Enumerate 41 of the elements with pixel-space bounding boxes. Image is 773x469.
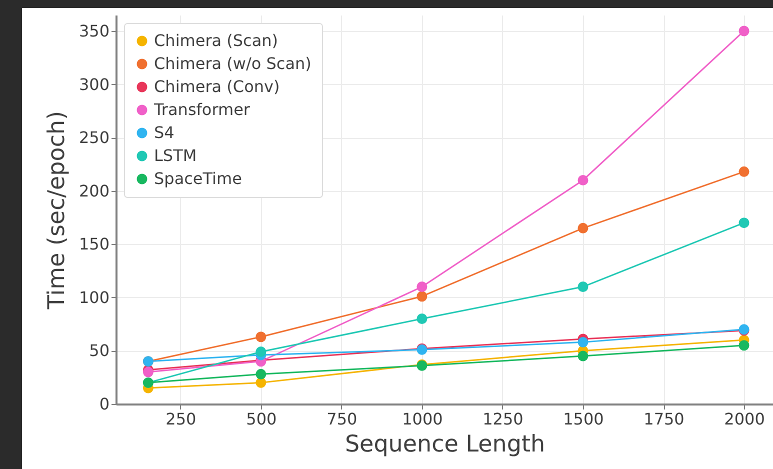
legend-label: Chimera (Conv) (154, 77, 280, 96)
x-tick-label: 1000 (402, 410, 443, 428)
point (578, 222, 588, 234)
x-tick-label: 750 (326, 410, 358, 428)
legend-label: SpaceTime (154, 169, 242, 188)
y-tick-label: 100 (78, 288, 110, 307)
point (416, 291, 428, 302)
y-tick-label: 50 (89, 341, 110, 360)
legend-label: S4 (154, 123, 174, 142)
x-tick-label: 500 (246, 410, 277, 428)
x-tick-label: 1500 (563, 410, 604, 428)
point (738, 340, 750, 351)
point (738, 166, 750, 177)
y-tick-label: 250 (78, 128, 110, 148)
x-tick-label: 250 (166, 410, 196, 428)
y-axis-title: Time (sec/epoch) (44, 110, 70, 310)
y-tick-label: 150 (78, 234, 110, 254)
x-axis-title: Sequence Length (344, 432, 546, 458)
x-tick-label: 2000 (724, 410, 765, 428)
x-tick-label: 1750 (644, 410, 684, 428)
point (416, 282, 428, 292)
y-tick-label: 200 (78, 181, 110, 200)
point (256, 377, 266, 388)
point (578, 174, 588, 186)
point (256, 332, 266, 342)
legend-label: Transformer (153, 100, 250, 119)
point (256, 346, 266, 358)
point (578, 336, 588, 348)
point (416, 314, 428, 324)
y-tick-label: 0 (99, 394, 110, 414)
point (738, 218, 750, 228)
y-tick-label: 300 (78, 74, 110, 94)
point (738, 26, 750, 36)
y-tick-label: 350 (78, 21, 110, 40)
legend-label: Chimera (Scan) (154, 31, 278, 50)
point (578, 350, 588, 362)
legend-label: Chimera (w/o Scan) (154, 54, 312, 73)
x-tick-label: 1250 (482, 410, 524, 428)
legend-label: LSTM (154, 146, 197, 165)
point (256, 368, 266, 380)
point (578, 282, 588, 292)
